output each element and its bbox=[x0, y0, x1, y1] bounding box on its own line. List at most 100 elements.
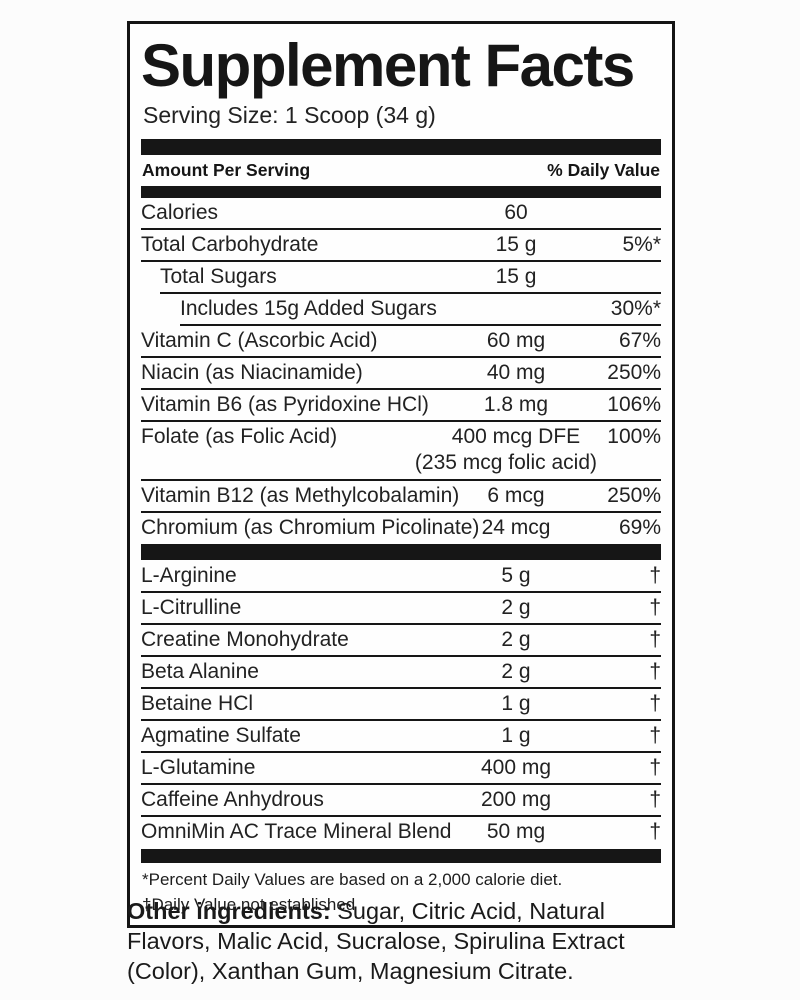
nutrient-daily-value: † bbox=[649, 692, 661, 715]
section-bar-mid bbox=[141, 544, 661, 560]
nutrient-daily-value: 67% bbox=[618, 329, 661, 352]
row-divider bbox=[141, 719, 661, 721]
nutrient-amount: 200 mg bbox=[480, 788, 552, 811]
nutrient-amount: 15 g bbox=[495, 233, 537, 256]
nutrient-name: Includes 15g Added Sugars bbox=[180, 297, 437, 320]
nutrient-name: Calories bbox=[141, 201, 219, 224]
nutrient-amount: 5 g bbox=[501, 564, 531, 587]
row-divider bbox=[141, 751, 661, 753]
daily-value-header: % Daily Value bbox=[547, 160, 660, 180]
nutrient-name: Total Carbohydrate bbox=[141, 233, 319, 256]
row-divider bbox=[141, 511, 661, 513]
nutrient-daily-value: 100% bbox=[607, 425, 661, 448]
row-divider bbox=[141, 815, 661, 817]
row-divider bbox=[141, 783, 661, 785]
nutrient-row: Agmatine Sulfate 1 g † bbox=[141, 721, 661, 751]
footnotes: *Percent Daily Values are based on a 2,0… bbox=[141, 863, 661, 919]
nutrient-amount: 1 g bbox=[501, 724, 531, 747]
nutrient-row: L-Glutamine 400 mg † bbox=[141, 753, 661, 783]
supplement-facts-panel: Supplement Facts Serving Size: 1 Scoop (… bbox=[127, 21, 675, 929]
nutrient-name: OmniMin AC Trace Mineral Blend bbox=[141, 820, 452, 843]
nutrient-name: L-Glutamine bbox=[141, 756, 256, 779]
nutrient-amount: 24 mcg bbox=[481, 516, 551, 539]
nutrient-daily-value: 30%* bbox=[610, 297, 661, 320]
row-divider bbox=[141, 479, 661, 481]
nutrient-daily-value: 106% bbox=[607, 393, 661, 416]
row-divider bbox=[141, 591, 661, 593]
nutrient-name: Folate (as Folic Acid) bbox=[141, 425, 338, 448]
nutrient-amount: 400 mcg DFE bbox=[451, 425, 581, 448]
nutrient-row: Beta Alanine 2 g † bbox=[141, 657, 661, 687]
nutrient-name: Vitamin C (Ascorbic Acid) bbox=[141, 329, 378, 352]
nutrient-row: L-Citrulline 2 g † bbox=[141, 593, 661, 623]
nutrient-rows: Calories 60 Total Carbohydrate 15 g 5%* … bbox=[141, 198, 661, 847]
nutrient-daily-value: † bbox=[649, 596, 661, 619]
nutrient-name: L-Arginine bbox=[141, 564, 237, 587]
nutrient-amount: 60 mg bbox=[486, 329, 546, 352]
nutrient-row: Calories 60 bbox=[141, 198, 661, 228]
nutrient-name: Creatine Monohydrate bbox=[141, 628, 349, 651]
nutrient-amount: 6 mcg bbox=[487, 484, 545, 507]
nutrient-name: Agmatine Sulfate bbox=[141, 724, 301, 747]
nutrient-row: Creatine Monohydrate 2 g † bbox=[141, 625, 661, 655]
nutrient-row: Betaine HCl 1 g † bbox=[141, 689, 661, 719]
nutrient-amount: 2 g bbox=[501, 628, 531, 651]
nutrient-amount: 1.8 mg bbox=[483, 393, 549, 416]
footnote-daily-values: *Percent Daily Values are based on a 2,0… bbox=[142, 870, 563, 889]
nutrient-name: L-Citrulline bbox=[141, 596, 242, 619]
row-divider bbox=[180, 324, 661, 326]
nutrient-daily-value: † bbox=[649, 628, 661, 651]
row-divider bbox=[141, 623, 661, 625]
panel-title: Supplement Facts bbox=[141, 32, 635, 99]
nutrient-name: Beta Alanine bbox=[141, 660, 259, 683]
nutrient-row: Total Carbohydrate 15 g 5%* bbox=[141, 230, 661, 260]
nutrient-amount: 15 g bbox=[495, 265, 537, 288]
nutrient-daily-value: † bbox=[649, 820, 661, 843]
nutrient-row: Vitamin C (Ascorbic Acid) 60 mg 67% bbox=[141, 326, 661, 356]
nutrient-row: Includes 15g Added Sugars 30%* bbox=[141, 294, 661, 324]
nutrient-row: Folate (as Folic Acid) 400 mcg DFE 100% bbox=[141, 422, 661, 452]
nutrient-name: Niacin (as Niacinamide) bbox=[141, 361, 363, 384]
nutrient-daily-value: † bbox=[649, 788, 661, 811]
nutrient-daily-value: † bbox=[649, 724, 661, 747]
nutrient-daily-value: † bbox=[649, 564, 661, 587]
nutrient-amount: 40 mg bbox=[486, 361, 546, 384]
amount-per-serving-header: Amount Per Serving bbox=[142, 160, 311, 180]
nutrient-row: Caffeine Anhydrous 200 mg † bbox=[141, 785, 661, 815]
nutrient-row: Niacin (as Niacinamide) 40 mg 250% bbox=[141, 358, 661, 388]
nutrient-daily-value: 250% bbox=[607, 484, 661, 507]
nutrient-row: Total Sugars 15 g bbox=[141, 262, 661, 292]
section-bar-top bbox=[141, 139, 661, 155]
nutrient-daily-value: † bbox=[649, 756, 661, 779]
row-divider bbox=[141, 420, 661, 422]
column-header-row: Amount Per Serving % Daily Value bbox=[141, 155, 661, 186]
nutrient-name: Chromium (as Chromium Picolinate) bbox=[141, 516, 480, 539]
row-divider bbox=[141, 655, 661, 657]
nutrient-daily-value: 5%* bbox=[622, 233, 661, 256]
section-bar-footnote bbox=[141, 849, 661, 863]
other-ingredients-text: Sugar, Citric Acid, Natural Flavors, Mal… bbox=[127, 898, 625, 985]
nutrient-row: L-Arginine 5 g † bbox=[141, 561, 661, 591]
row-divider bbox=[141, 388, 661, 390]
nutrient-row: Vitamin B6 (as Pyridoxine HCl) 1.8 mg 10… bbox=[141, 390, 661, 420]
nutrient-amount: 1 g bbox=[501, 692, 531, 715]
row-divider bbox=[141, 356, 661, 358]
nutrient-name: Vitamin B12 (as Methylcobalamin) bbox=[141, 484, 460, 507]
nutrient-row: Chromium (as Chromium Picolinate) 24 mcg… bbox=[141, 513, 661, 543]
nutrient-amount: 400 mg bbox=[480, 756, 552, 779]
nutrient-daily-value: † bbox=[649, 660, 661, 683]
footnote-dagger: †Daily Value not established bbox=[142, 894, 356, 914]
nutrient-row: Vitamin B12 (as Methylcobalamin) 6 mcg 2… bbox=[141, 481, 661, 511]
nutrient-name: Total Sugars bbox=[160, 265, 277, 288]
row-divider bbox=[141, 228, 661, 230]
nutrient-daily-value: 250% bbox=[607, 361, 661, 384]
serving-size: Serving Size: 1 Scoop (34 g) bbox=[143, 102, 436, 128]
nutrient-name: Vitamin B6 (as Pyridoxine HCl) bbox=[141, 393, 429, 416]
nutrient-row: OmniMin AC Trace Mineral Blend 50 mg † bbox=[141, 817, 661, 847]
nutrient-daily-value: 69% bbox=[618, 516, 661, 539]
nutrient-name: Betaine HCl bbox=[141, 692, 254, 715]
nutrient-amount: 2 g bbox=[501, 596, 531, 619]
other-ingredients: Other ingredients: Sugar, Citric Acid, N… bbox=[127, 896, 687, 986]
nutrient-amount: 60 bbox=[504, 201, 528, 224]
row-divider bbox=[160, 292, 661, 294]
